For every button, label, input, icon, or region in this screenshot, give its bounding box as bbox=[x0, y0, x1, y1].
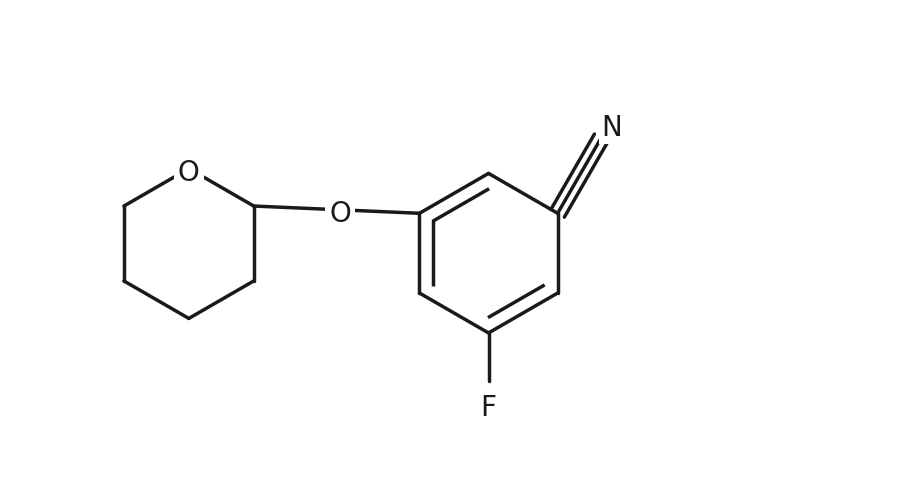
Text: O: O bbox=[178, 158, 200, 186]
Text: F: F bbox=[481, 393, 497, 422]
Text: N: N bbox=[601, 114, 622, 142]
Text: O: O bbox=[329, 200, 351, 227]
